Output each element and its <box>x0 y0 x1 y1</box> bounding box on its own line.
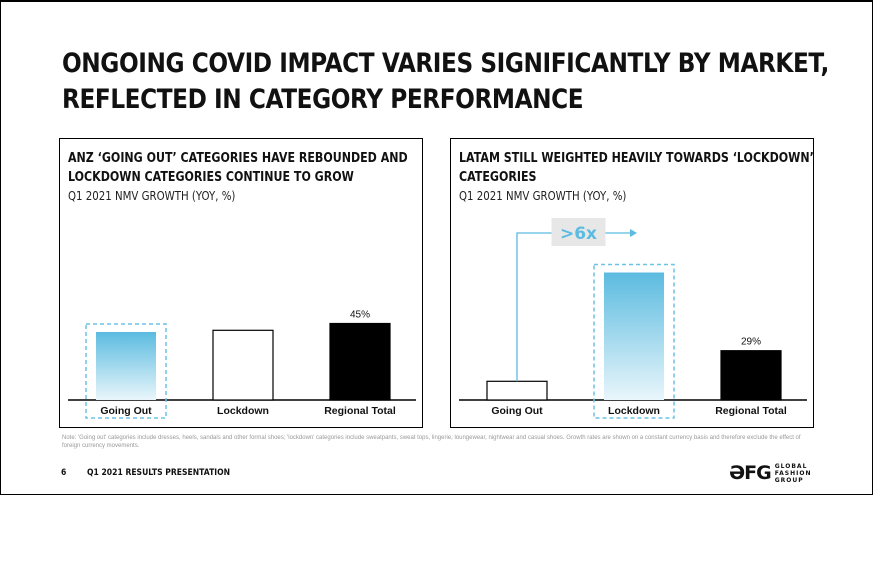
anz-bar-chart: Going Out Lockdown Regional Total 45% <box>68 310 416 419</box>
anz-category-label-regional-total: Regional Total <box>324 405 396 417</box>
anz-chart-title-line-2: LOCKDOWN CATEGORIES CONTINUE TO GROW <box>68 170 354 185</box>
anz-category-label-lockdown: Lockdown <box>217 405 269 417</box>
logo-word-fashion: FASHION <box>774 469 812 477</box>
anz-highlight-going-out <box>85 323 167 419</box>
latam-category-label-going-out: Going Out <box>491 405 543 417</box>
latam-callout-arrow-icon <box>630 229 637 237</box>
latam-highlight-lockdown <box>593 263 675 419</box>
slide-title-line-1: ONGOING COVID IMPACT VARIES SIGNIFICANTL… <box>62 48 829 79</box>
latam-bar-chart: Going Out Lockdown Regional Total 29% >6x <box>459 218 807 419</box>
anz-data-label-regional-total: 45% <box>350 310 370 321</box>
anz-chart-panel: ANZ ‘GOING OUT’ CATEGORIES HAVE REBOUNDE… <box>59 138 423 428</box>
anz-chart-title-line-1: ANZ ‘GOING OUT’ CATEGORIES HAVE REBOUNDE… <box>68 151 408 166</box>
anz-chart-subtitle: Q1 2021 NMV GROWTH (YOY, %) <box>68 189 236 203</box>
latam-bar-lockdown <box>604 272 664 400</box>
gfg-logo: ƏFG GLOBAL FASHION GROUP <box>729 461 811 485</box>
latam-chart-subtitle: Q1 2021 NMV GROWTH (YOY, %) <box>459 189 627 203</box>
logo-word-group: GROUP <box>774 476 804 484</box>
footnote: Note: 'Going out' categories include dre… <box>62 435 801 449</box>
logo-word-global: GLOBAL <box>774 462 808 470</box>
latam-category-label-lockdown: Lockdown <box>608 405 660 417</box>
slide-title: ONGOING COVID IMPACT VARIES SIGNIFICANTL… <box>62 46 829 118</box>
latam-category-label-regional-total: Regional Total <box>715 405 787 417</box>
slide: ONGOING COVID IMPACT VARIES SIGNIFICANTL… <box>0 0 873 495</box>
gfg-logo-wordmark: GLOBAL FASHION GROUP <box>775 463 812 484</box>
anz-bar-regional-total <box>329 322 391 401</box>
latam-chart-title-line-1: LATAM STILL WEIGHTED HEAVILY TOWARDS ‘LO… <box>459 151 814 166</box>
slide-title-line-2: REFLECTED IN CATEGORY PERFORMANCE <box>62 84 584 115</box>
latam-data-label-regional-total: 29% <box>741 337 761 348</box>
anz-bar-going-out <box>96 332 156 400</box>
page-number: 6 <box>61 468 67 478</box>
presentation-name: Q1 2021 RESULTS PRESENTATION <box>87 468 231 478</box>
anz-chart-title: ANZ ‘GOING OUT’ CATEGORIES HAVE REBOUNDE… <box>68 149 408 187</box>
latam-callout-label: >6x <box>560 224 597 244</box>
latam-bar-regional-total <box>720 350 782 401</box>
latam-bar-going-out <box>486 380 548 401</box>
anz-bar-lockdown <box>212 329 274 401</box>
latam-chart-panel: LATAM STILL WEIGHTED HEAVILY TOWARDS ‘LO… <box>450 138 814 428</box>
anz-category-label-going-out: Going Out <box>100 405 152 417</box>
latam-chart-title-line-2: CATEGORIES <box>459 170 537 185</box>
latam-chart-title: LATAM STILL WEIGHTED HEAVILY TOWARDS ‘LO… <box>459 149 814 187</box>
gfg-logo-mark: ƏFG <box>729 462 772 484</box>
latam-callout-box <box>551 218 606 246</box>
